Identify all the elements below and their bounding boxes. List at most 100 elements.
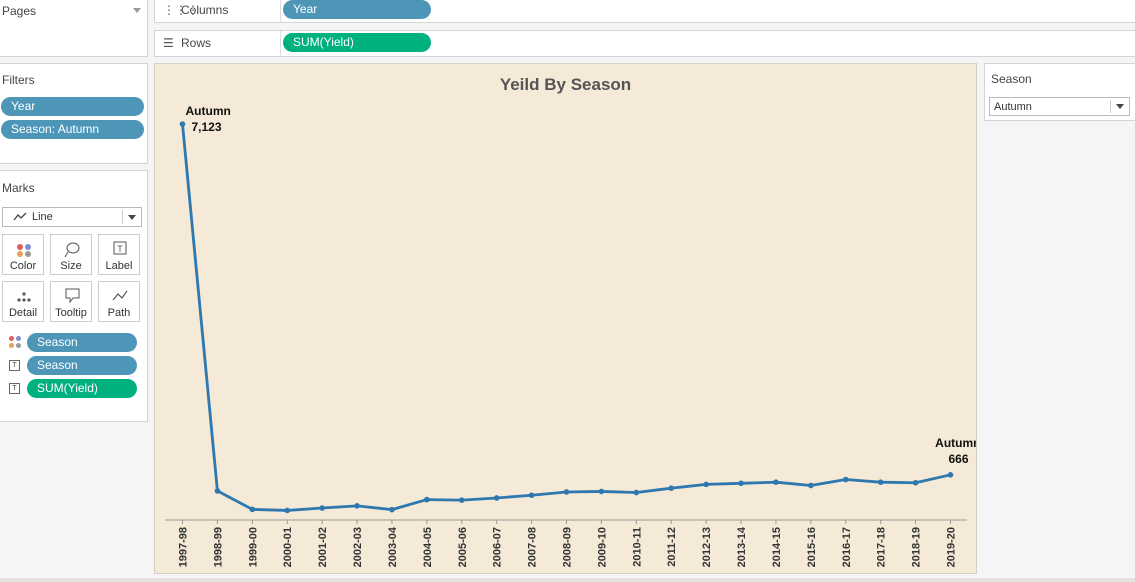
chart-view[interactable]: Yeild By Season 1997-98 1998-99 1999-00 200…	[154, 63, 977, 574]
filters-panel: Filters Year Season: Autumn	[0, 63, 148, 164]
data-label-value: 7,123	[192, 120, 222, 134]
columns-label: Columns	[181, 3, 229, 17]
tooltip-card-label: Tooltip	[55, 307, 87, 319]
marks-field-sum-yield-label[interactable]: SUM(Yield)	[27, 379, 137, 398]
data-label-category: Autumn	[186, 104, 231, 118]
x-tick-label: 2017-18	[876, 527, 888, 567]
color-dots-icon	[17, 244, 31, 257]
size-lasso-icon	[64, 242, 80, 258]
data-point	[493, 495, 500, 501]
x-tick-label: 2010-11	[631, 527, 643, 567]
color-dots-icon	[9, 336, 21, 348]
season-select-value: Autumn	[994, 101, 1032, 113]
chart-title: Yeild By Season	[499, 75, 632, 94]
x-tick-label: 2011-12	[666, 527, 678, 567]
columns-shelf[interactable]: ⋮⋮⋮ Columns Year	[154, 0, 1135, 23]
x-tick-label: 2002-03	[352, 527, 364, 567]
bottom-scroll-strip	[0, 578, 1135, 582]
season-select[interactable]: Autumn	[989, 97, 1130, 116]
detail-card-label: Detail	[8, 307, 38, 319]
x-tick-label: 1998-99	[212, 527, 224, 567]
x-tick-label: 2000-01	[282, 527, 294, 567]
data-point	[458, 497, 465, 503]
columns-pill-year[interactable]: Year	[283, 0, 431, 19]
size-card-label: Size	[60, 260, 82, 272]
x-tick-label: 2007-08	[527, 527, 539, 567]
svg-text:T: T	[117, 244, 123, 254]
season-filter-title: Season	[991, 72, 1032, 86]
pages-panel: Pages	[0, 0, 148, 57]
marks-title: Marks	[2, 181, 35, 195]
x-tick-label: 2001-02	[317, 527, 329, 567]
filter-pill-season[interactable]: Season: Autumn	[1, 120, 144, 139]
x-tick-label: 2006-07	[492, 527, 504, 567]
x-tick-label: 2019-20	[946, 527, 958, 567]
data-point	[179, 121, 186, 127]
data-point	[389, 506, 395, 513]
data-point	[284, 507, 291, 514]
tooltip-card-button[interactable]: Tooltip	[50, 281, 92, 322]
x-tick-label: 2012-13	[701, 527, 713, 567]
x-tick-label: 1999-00	[247, 527, 259, 567]
path-card-button[interactable]: Path	[98, 281, 140, 322]
x-tick-label: 2015-16	[806, 527, 818, 567]
pages-title: Pages	[2, 4, 37, 18]
color-card-button[interactable]: Color	[2, 234, 44, 275]
data-point	[947, 472, 954, 478]
pages-dropdown-icon[interactable]	[133, 8, 141, 13]
mark-type-dropdown[interactable]: Line	[2, 207, 142, 227]
mark-type-label: Line	[32, 211, 53, 223]
x-tick-label: 2005-06	[457, 527, 469, 567]
data-point	[842, 476, 849, 483]
label-t-icon: T	[113, 241, 127, 255]
data-point	[424, 496, 430, 503]
x-tick-label: 2016-17	[841, 527, 853, 567]
rows-shelf[interactable]: ☰ Rows SUM(Yield)	[154, 30, 1135, 57]
label-card-label: Label	[105, 260, 133, 272]
chevron-down-icon	[1116, 104, 1124, 109]
marks-field-season-color[interactable]: Season	[27, 333, 137, 352]
data-point	[528, 492, 535, 499]
data-point	[563, 489, 570, 495]
label-card-button[interactable]: T Label	[98, 234, 140, 275]
data-point	[912, 479, 919, 486]
color-card-label: Color	[9, 260, 37, 272]
rows-pill-sum-yield[interactable]: SUM(Yield)	[283, 33, 431, 52]
marks-panel: Marks Line Color Size T Label Detail Too…	[0, 170, 148, 422]
data-label-value: 666	[948, 452, 968, 466]
filters-title: Filters	[2, 73, 35, 87]
line-chart: 1997-98 1998-99 1999-00 2000-01 2001-02 2002-…	[165, 104, 976, 567]
path-line-icon	[112, 290, 128, 301]
filter-pill-year[interactable]: Year	[1, 97, 144, 116]
data-point	[354, 503, 360, 509]
data-point	[633, 489, 640, 496]
season-filter-panel: Season Autumn	[984, 63, 1135, 121]
data-point	[808, 482, 814, 489]
series-line	[181, 123, 951, 512]
data-point	[598, 488, 605, 495]
x-tick-label: 2014-15	[771, 527, 783, 567]
rows-icon: ☰	[163, 36, 174, 50]
rows-label: Rows	[181, 36, 212, 50]
detail-dots-icon	[17, 292, 31, 302]
detail-card-button[interactable]: Detail	[2, 281, 44, 322]
data-point	[703, 481, 709, 488]
x-tick-label: 1997-98	[178, 527, 190, 567]
path-card-label: Path	[107, 307, 131, 319]
data-point	[773, 479, 779, 486]
line-mark-icon	[13, 212, 27, 221]
label-t-icon: T	[9, 360, 20, 371]
x-tick-label: 2003-04	[387, 526, 399, 567]
tooltip-bubble-icon	[65, 288, 80, 304]
label-t-icon: T	[9, 383, 20, 394]
size-card-button[interactable]: Size	[50, 234, 92, 275]
data-point	[319, 505, 325, 511]
x-tick-label: 2009-10	[596, 527, 608, 567]
x-tick-label: 2008-09	[562, 527, 574, 567]
marks-field-season-label[interactable]: Season	[27, 356, 137, 375]
data-point	[249, 506, 256, 513]
data-point	[738, 480, 744, 487]
data-point	[214, 488, 221, 494]
x-tick-label: 2013-14	[736, 526, 748, 567]
chevron-down-icon	[128, 215, 136, 220]
